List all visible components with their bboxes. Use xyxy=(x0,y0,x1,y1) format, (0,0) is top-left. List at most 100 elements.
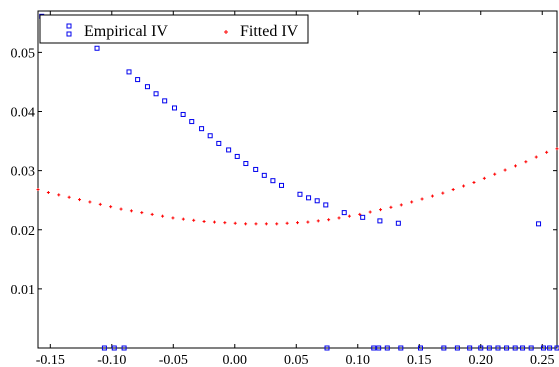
empirical-iv-point xyxy=(144,84,150,90)
empirical-iv-point xyxy=(547,345,553,351)
x-tick-label: 0.00 xyxy=(223,353,248,367)
x-tick-label: 0.10 xyxy=(346,353,371,367)
fitted-iv-point xyxy=(545,150,549,154)
fitted-iv-point xyxy=(150,212,154,216)
fitted-iv-point xyxy=(223,221,227,225)
legend-empirical-label: Empirical IV xyxy=(84,23,168,40)
fitted-iv-point xyxy=(503,168,507,172)
empirical-iv-point xyxy=(554,345,559,351)
empirical-iv-point xyxy=(536,221,542,227)
empirical-iv-point xyxy=(162,98,168,104)
fitted-iv-point xyxy=(36,188,40,192)
fitted-iv-point xyxy=(327,218,331,222)
fitted-iv-point xyxy=(316,219,320,223)
fitted-iv-point xyxy=(306,220,310,224)
empirical-iv-point xyxy=(234,153,240,159)
fitted-iv-point xyxy=(264,222,268,226)
empirical-iv-point xyxy=(512,345,518,351)
x-tick-label: 0.20 xyxy=(468,353,493,367)
x-tick-label: 0.15 xyxy=(407,353,432,367)
y-tick-label: 0.04 xyxy=(11,106,36,121)
y-tick-label: 0.01 xyxy=(11,283,36,298)
fitted-iv-point xyxy=(109,205,113,209)
y-tick-label: 0.02 xyxy=(11,224,36,239)
fitted-iv-point xyxy=(285,221,289,225)
empirical-iv-point xyxy=(398,345,404,351)
fitted-iv-point xyxy=(161,214,165,218)
fitted-iv-point xyxy=(368,210,372,214)
fitted-iv-point xyxy=(410,200,414,204)
fitted-iv-point xyxy=(192,218,196,222)
empirical-iv-point xyxy=(478,345,484,351)
fitted-iv-point xyxy=(493,172,497,176)
fitted-iv-point xyxy=(430,194,434,198)
fitted-iv-point xyxy=(420,197,424,201)
fitted-iv-point xyxy=(275,222,279,226)
empirical-iv-point xyxy=(384,345,390,351)
empirical-iv-point xyxy=(135,77,141,83)
fitted-iv-point xyxy=(98,202,102,206)
empirical-iv-point xyxy=(306,195,312,201)
empirical-iv-series xyxy=(39,13,559,351)
fitted-iv-point xyxy=(399,203,403,207)
fitted-iv-point xyxy=(389,205,393,209)
empirical-iv-point xyxy=(297,191,303,197)
empirical-iv-point xyxy=(243,161,249,167)
legend-fitted-label: Fitted IV xyxy=(240,23,299,40)
empirical-iv-point xyxy=(376,345,382,351)
y-axis-ticks: 0.01 0.02 0.03 0.04 0.05 xyxy=(11,46,557,298)
legend: Empirical IV Fitted IV xyxy=(39,14,309,44)
empirical-iv-point xyxy=(323,202,329,208)
fitted-iv-point xyxy=(119,207,123,211)
fitted-iv-point xyxy=(46,191,50,195)
x-tick-label: -0.15 xyxy=(36,353,65,367)
x-tick-label: 0.05 xyxy=(284,353,309,367)
empirical-iv-point xyxy=(314,198,320,204)
fitted-iv-point xyxy=(347,214,351,218)
fitted-iv-point xyxy=(472,180,476,184)
empirical-iv-point xyxy=(417,345,423,351)
fitted-iv-point xyxy=(337,216,341,220)
empirical-iv-point xyxy=(520,345,526,351)
empirical-iv-point xyxy=(341,210,347,216)
fitted-iv-point xyxy=(555,147,559,151)
fitted-iv-point xyxy=(462,184,466,188)
fitted-iv-point xyxy=(212,220,216,224)
empirical-iv-point xyxy=(207,133,213,139)
fitted-iv-point xyxy=(140,211,144,215)
axes xyxy=(37,10,558,349)
empirical-iv-point xyxy=(454,345,460,351)
fitted-iv-point xyxy=(358,212,362,216)
empirical-iv-point xyxy=(324,345,330,351)
empirical-iv-point xyxy=(504,345,510,351)
x-tick-label: -0.10 xyxy=(97,353,126,367)
empirical-iv-point xyxy=(199,126,205,132)
fitted-iv-point xyxy=(181,217,185,221)
empirical-iv-point xyxy=(528,345,534,351)
empirical-iv-point xyxy=(126,69,132,75)
empirical-iv-point xyxy=(261,172,267,178)
fitted-iv-point xyxy=(57,193,61,197)
empirical-iv-point xyxy=(121,345,127,351)
empirical-iv-point xyxy=(101,345,107,351)
empirical-iv-point xyxy=(253,166,259,172)
empirical-iv-point xyxy=(467,345,473,351)
fitted-iv-point xyxy=(233,221,237,225)
fitted-iv-series xyxy=(36,147,559,226)
empirical-iv-point xyxy=(111,345,117,351)
empirical-iv-point xyxy=(377,218,383,224)
empirical-iv-point xyxy=(371,345,377,351)
empirical-iv-point xyxy=(226,147,232,153)
empirical-iv-point xyxy=(189,119,195,125)
empirical-iv-point xyxy=(279,182,285,188)
empirical-iv-point xyxy=(360,214,366,220)
fitted-iv-point xyxy=(88,200,92,204)
x-axis-ticks: -0.15 -0.10 -0.05 0.00 0.05 0.10 0.15 0.20 0.25 xyxy=(36,11,554,367)
fitted-iv-point xyxy=(171,216,175,220)
fitted-iv-point xyxy=(441,191,445,195)
legend-fitted-marker xyxy=(224,30,228,34)
fitted-iv-point xyxy=(78,198,82,202)
empirical-iv-point xyxy=(180,111,186,117)
empirical-iv-point xyxy=(270,178,276,184)
fitted-iv-point xyxy=(254,222,258,226)
